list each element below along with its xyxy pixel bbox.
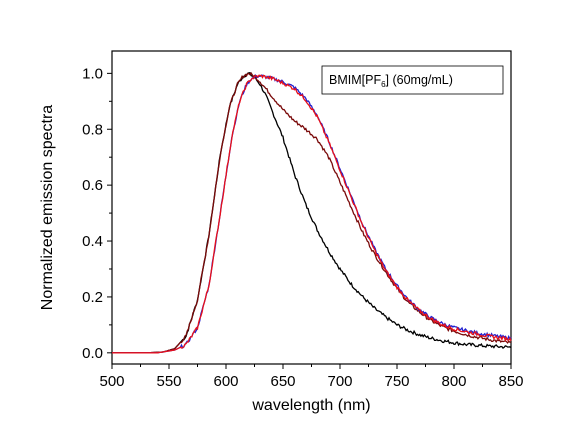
y-axis: 0.0 0.2 0.4 0.6 0.8 1.0 [82, 65, 112, 362]
series-line-3 [112, 73, 512, 354]
y-tick-label: 0.0 [82, 345, 103, 362]
x-tick-label: 500 [99, 373, 124, 390]
y-axis-title: Normalized emission spectra [39, 105, 56, 311]
legend-main: BMIM[PF [329, 73, 381, 87]
series-line-1 [112, 71, 512, 354]
y-tick-label: 0.6 [82, 177, 103, 194]
legend-label: BMIM[PF6] (60mg/mL) [329, 73, 453, 89]
y-tick-label: 1.0 [82, 65, 103, 82]
legend-subscript: 6 [381, 80, 386, 89]
series-line-4 [112, 74, 512, 354]
y-tick-label: 0.8 [82, 121, 103, 138]
x-axis-title: wavelength (nm) [251, 397, 370, 414]
series-line-2 [112, 71, 512, 354]
x-tick-label: 700 [327, 373, 352, 390]
x-tick-label: 850 [498, 373, 523, 390]
x-tick-label: 800 [441, 373, 466, 390]
legend: BMIM[PF6] (60mg/mL) [321, 65, 504, 95]
x-tick-label: 550 [156, 373, 181, 390]
x-tick-label: 650 [270, 373, 295, 390]
x-tick-label: 600 [213, 373, 238, 390]
series-layer [112, 71, 512, 354]
legend-box [321, 65, 504, 95]
y-tick-label: 0.4 [82, 233, 103, 250]
y-tick-label: 0.2 [82, 289, 103, 306]
x-tick-label: 750 [384, 373, 409, 390]
plot-frame [111, 50, 512, 365]
legend-rest: ] (60mg/mL) [386, 73, 453, 87]
x-axis: 500 550 600 650 700 750 800 850 [99, 364, 524, 390]
